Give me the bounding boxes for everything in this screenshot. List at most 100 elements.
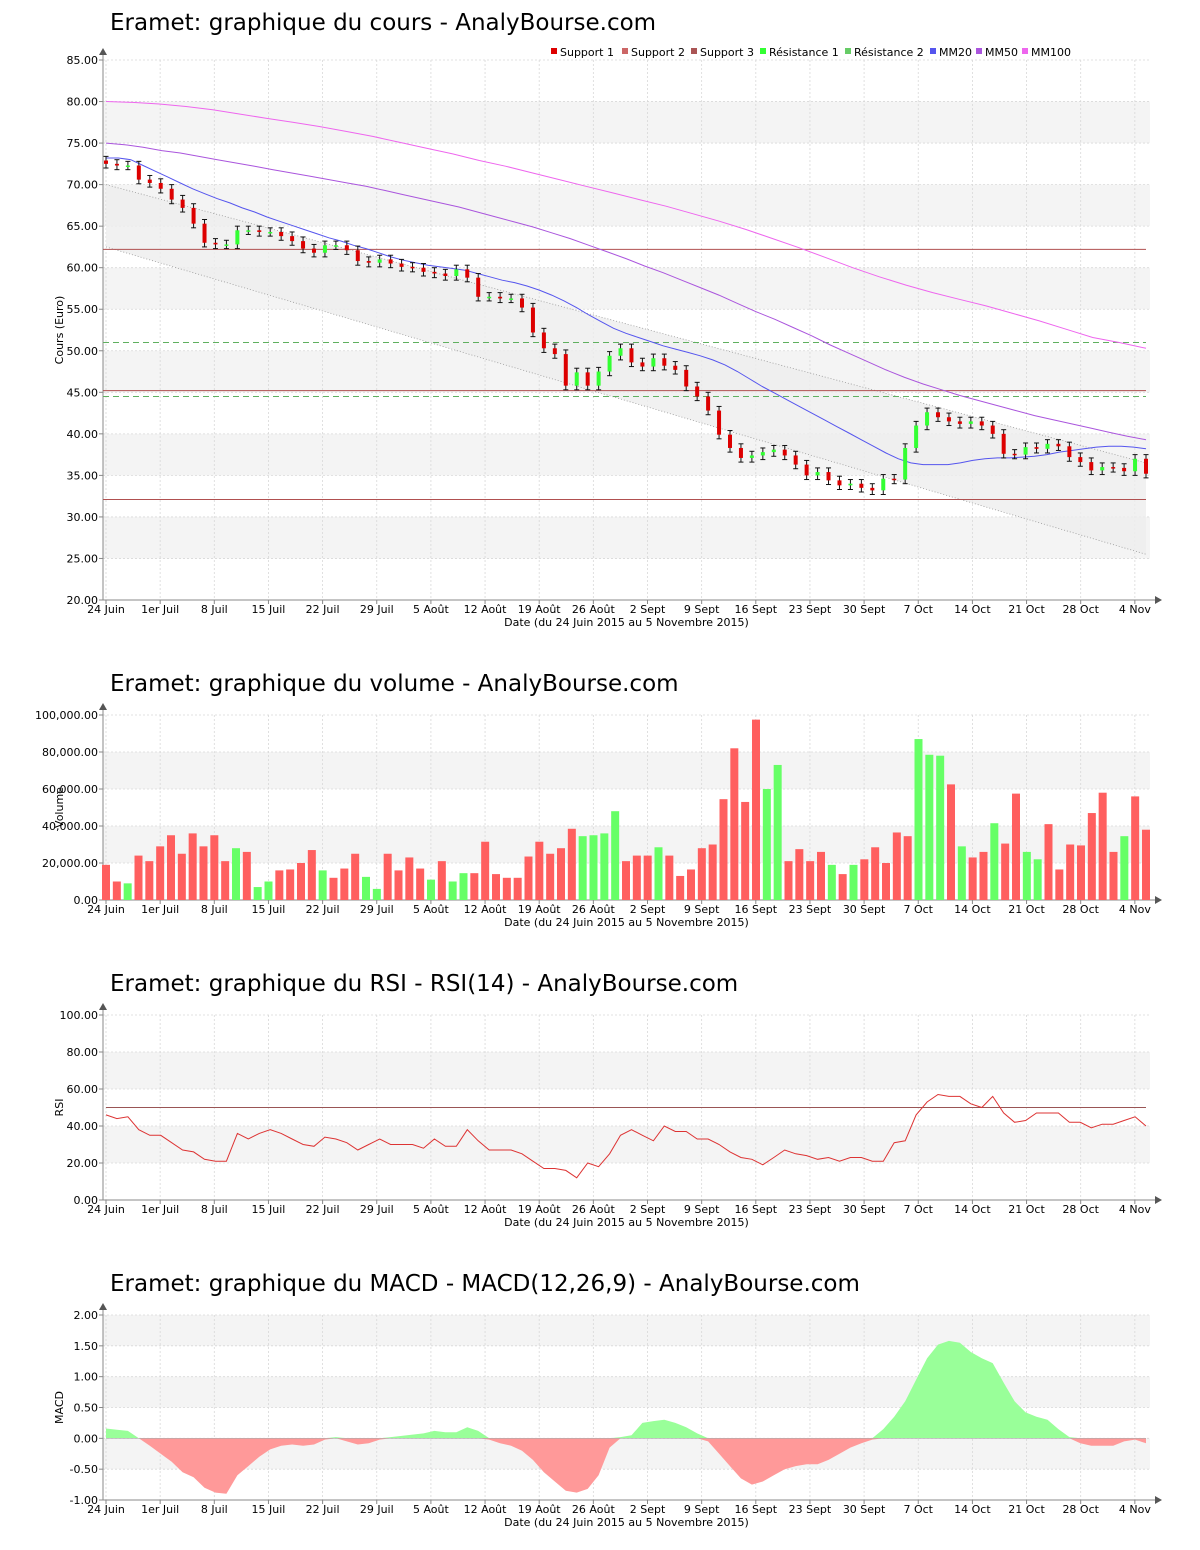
mm20-line <box>106 157 1147 466</box>
candle-body <box>377 259 382 263</box>
x-tick-label: 1er Juil <box>141 903 179 916</box>
volume-bar <box>903 836 912 900</box>
trend-upper <box>105 184 1147 464</box>
x-tick-label: 2 Sept <box>630 603 666 616</box>
candle-body <box>530 307 535 333</box>
y-tick-label: 20,000.00 <box>42 857 98 870</box>
candle-body <box>213 242 218 245</box>
x-tick-label: 21 Oct <box>1008 1203 1045 1216</box>
volume-bar <box>622 861 630 900</box>
x-tick-label: 14 Oct <box>954 903 991 916</box>
volume-bar <box>253 887 262 900</box>
y-axis-arrow <box>99 1303 107 1310</box>
candle-body <box>1122 467 1127 472</box>
volume-bar <box>535 841 544 900</box>
volume-bar <box>134 855 143 900</box>
candle-body <box>936 412 940 418</box>
x-tick-label: 15 Juil <box>252 603 286 616</box>
legend-label: Résistance 1 <box>769 46 839 59</box>
x-tick-label: 8 Juil <box>201 1503 228 1516</box>
volume-bar <box>383 853 392 900</box>
volume-bar <box>1001 843 1010 900</box>
x-tick-label: 7 Oct <box>903 903 933 916</box>
x-tick-label: 22 Juil <box>306 1503 340 1516</box>
volume-bar <box>1044 824 1053 900</box>
x-tick-label: 15 Juil <box>252 1503 286 1516</box>
volume-bar <box>979 851 988 900</box>
x-tick-label: 30 Sept <box>843 603 886 616</box>
volume-bar <box>860 859 869 900</box>
volume-bar <box>470 873 479 900</box>
candle-body <box>695 386 700 397</box>
candle-body <box>738 447 743 458</box>
x-tick-label: 19 Août <box>518 1203 562 1216</box>
volume-chart-title: Eramet: graphique du volume - AnalyBours… <box>110 671 679 697</box>
candle-body <box>848 483 853 486</box>
x-tick-label: 2 Sept <box>630 1203 666 1216</box>
candle-body <box>399 263 404 267</box>
y-axis-title: MACD <box>53 1391 66 1424</box>
y-tick-label: 70.00 <box>67 179 99 192</box>
x-tick-label: 1er Juil <box>141 1503 179 1516</box>
candle-body <box>706 396 711 411</box>
candle-body <box>520 298 524 308</box>
mm100-line <box>105 101 1147 349</box>
x-tick-label: 8 Juil <box>201 1203 228 1216</box>
volume-bar <box>405 857 414 900</box>
candle-body <box>443 273 448 276</box>
candle-body <box>837 480 842 486</box>
x-tick-label: 26 Août <box>572 603 616 616</box>
x-tick-label: 9 Sept <box>684 1503 720 1516</box>
y-tick-label: 0.50 <box>74 1402 99 1415</box>
candle-body <box>312 248 316 253</box>
x-tick-label: 14 Oct <box>954 603 991 616</box>
legend-label: Résistance 2 <box>854 46 924 59</box>
x-tick-label: 22 Juil <box>306 603 340 616</box>
legend-swatch <box>976 48 982 54</box>
rsi-chart-title: Eramet: graphique du RSI - RSI(14) - Ana… <box>110 971 739 997</box>
candle-body <box>771 449 776 453</box>
x-tick-label: 21 Oct <box>1008 603 1045 616</box>
y-tick-label: 35.00 <box>67 469 99 482</box>
x-tick-label: 12 Août <box>464 603 508 616</box>
volume-bar <box>600 833 609 900</box>
trend-lower <box>105 246 1147 555</box>
candle-body <box>760 452 765 456</box>
x-axis-title: Date (du 24 Juin 2015 au 5 Novembre 2015… <box>504 1516 749 1529</box>
volume-bar <box>394 870 403 900</box>
volume-bar <box>416 868 425 900</box>
macd-positive-area <box>106 1340 1146 1439</box>
volume-bar <box>730 748 739 900</box>
x-tick-label: 4 Nov <box>1119 603 1151 616</box>
x-axis-title: Date (du 24 Juin 2015 au 5 Novembre 2015… <box>504 1216 749 1229</box>
volume-bar <box>871 847 880 900</box>
volume-bar <box>947 784 955 900</box>
x-tick-label: 12 Août <box>464 1203 508 1216</box>
candle-body <box>1034 447 1039 449</box>
candle-body <box>1100 467 1105 471</box>
macd-chart-title: Eramet: graphique du MACD - MACD(12,26,9… <box>110 1271 860 1297</box>
candle-body <box>1067 446 1072 458</box>
y-tick-label: 2.00 <box>74 1309 99 1322</box>
y-tick-label: 60.00 <box>67 1083 99 1096</box>
volume-bar <box>957 846 966 900</box>
candle-body <box>640 362 645 367</box>
x-tick-label: 26 Août <box>572 1203 616 1216</box>
volume-bar <box>502 877 511 900</box>
x-tick-label: 4 Nov <box>1119 1503 1151 1516</box>
grid-band <box>103 1052 1150 1089</box>
x-axis-title: Date (du 24 Juin 2015 au 5 Novembre 2015… <box>504 916 749 929</box>
y-axis-arrow <box>99 703 107 710</box>
volume-bar <box>1077 845 1085 900</box>
candle-body <box>487 296 492 299</box>
candle-body <box>815 472 820 476</box>
candle-body <box>257 230 262 232</box>
volume-bar <box>643 855 652 900</box>
x-tick-label: 15 Juil <box>252 903 286 916</box>
x-tick-label: 22 Juil <box>306 1203 340 1216</box>
volume-bar <box>123 883 132 900</box>
volume-bar <box>892 832 901 900</box>
candle-body <box>618 348 623 356</box>
volume-bar <box>589 835 598 900</box>
candle-body <box>147 179 152 183</box>
